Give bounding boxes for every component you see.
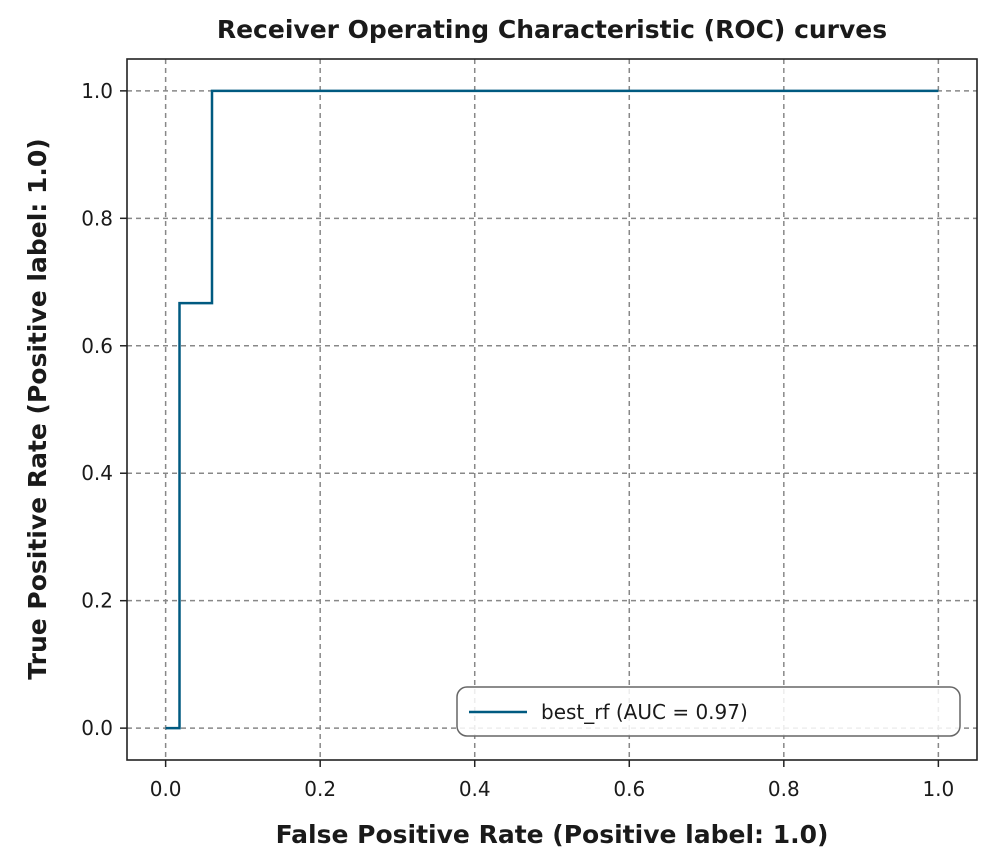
y-tick-label: 0.0 (81, 716, 113, 740)
x-tick-label: 0.0 (150, 777, 182, 801)
y-tick-label: 0.2 (81, 589, 113, 613)
y-tick-label: 0.6 (81, 334, 113, 358)
x-tick-label: 0.4 (459, 777, 491, 801)
roc-curve-best-rf (165, 89, 939, 730)
legend-box (456, 686, 961, 737)
y-tick-label: 0.4 (81, 461, 113, 485)
x-tick-label: 1.0 (922, 777, 954, 801)
x-tick-label: 0.8 (768, 777, 800, 801)
x-axis-ticks: 0.0 0.2 0.4 0.6 0.8 1.0 (150, 760, 954, 801)
y-tick-label: 0.8 (81, 206, 113, 230)
series-layer (165, 89, 939, 730)
x-tick-label: 0.6 (613, 777, 645, 801)
y-tick-label: 1.0 (81, 79, 113, 103)
y-axis-label: True Positive Rate (Positive label: 1.0) (23, 138, 52, 679)
chart-title: Receiver Operating Characteristic (ROC) … (217, 15, 887, 44)
plot-area-frame (126, 58, 978, 761)
x-tick-label: 0.2 (304, 777, 336, 801)
legend: best_rf (AUC = 0.97) (456, 686, 961, 737)
x-axis-label: False Positive Rate (Positive label: 1.0… (276, 820, 829, 849)
legend-label-best-rf: best_rf (AUC = 0.97) (541, 700, 748, 724)
y-axis-ticks: 0.0 0.2 0.4 0.6 0.8 1.0 (81, 79, 127, 740)
